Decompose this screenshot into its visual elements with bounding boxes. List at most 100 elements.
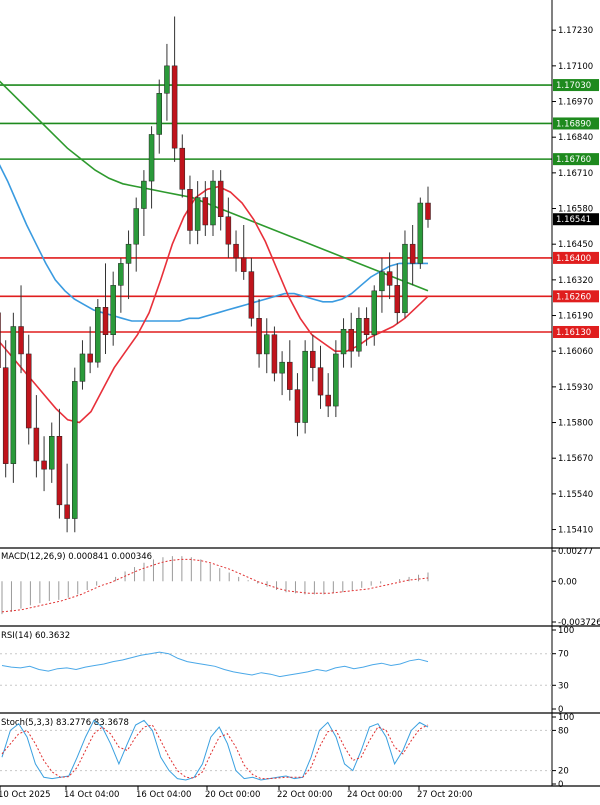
candle-body	[340, 328, 347, 355]
candle-body	[210, 180, 216, 226]
macd-tick-label: -0.003726	[558, 618, 600, 628]
price-tick-label: 1.16840	[558, 133, 593, 143]
time-tick-label: 27 Oct 20:00	[417, 790, 472, 800]
candle-body	[409, 243, 416, 264]
candle-body	[248, 271, 255, 319]
level-label: 1.16760	[556, 155, 591, 165]
time-tick-label: 24 Oct 00:00	[347, 790, 402, 800]
candle-body	[279, 361, 285, 374]
stoch-label: Stoch(5,3,3) 83.2776 83.3678	[1, 718, 129, 728]
candle-body	[217, 180, 224, 218]
candle-body	[348, 328, 354, 352]
level-label-bg	[553, 290, 599, 303]
price-tick-label: 1.16190	[558, 312, 593, 322]
time-tick-label: 14 Oct 04:00	[64, 790, 119, 800]
rsi-tick-label: 30	[558, 681, 569, 691]
candle-body	[425, 202, 431, 220]
level-label-bg	[553, 325, 599, 338]
candle-body	[371, 290, 377, 335]
level-label: 1.16890	[556, 119, 591, 129]
macd-tick-label: 0.00277	[558, 547, 593, 557]
candle-body	[87, 353, 93, 363]
candle-body	[102, 307, 109, 335]
stoch-tick-label: 20	[558, 767, 569, 777]
candle-body	[310, 350, 316, 368]
candle-body	[287, 361, 293, 390]
time-tick-label: 16 Oct 04:00	[136, 790, 191, 800]
stoch-tick-label: 0	[558, 780, 563, 790]
candle-body	[2, 367, 9, 464]
level-label: 1.16400	[556, 254, 591, 264]
candle-body	[417, 202, 424, 264]
candle-body	[164, 65, 170, 94]
stoch-d-line	[1, 724, 429, 780]
price-tick-label: 1.16970	[558, 98, 593, 108]
price-tick-label: 1.17100	[558, 62, 593, 72]
candle-body	[171, 65, 178, 149]
candle-body	[133, 208, 139, 245]
price-tick-label: 1.16710	[558, 169, 593, 179]
price-tick-label: 1.17230	[558, 26, 593, 36]
candle-body	[156, 93, 162, 135]
price-tick-label: 1.15410	[558, 526, 593, 536]
price-tick-label: 1.16060	[558, 347, 593, 357]
price-tick-label: 1.15800	[558, 419, 593, 429]
rsi-tick-label: 70	[558, 650, 569, 660]
candle-body	[394, 285, 401, 314]
candle-body	[95, 307, 101, 363]
time-tick-label: 22 Oct 00:00	[277, 790, 332, 800]
candle-body	[302, 350, 308, 423]
candle-body	[110, 285, 116, 335]
candle-body	[271, 334, 278, 374]
macd-tick-label: 0.00	[558, 577, 577, 587]
stoch-tick-label: 100	[558, 713, 574, 723]
level-label: 1.16260	[556, 292, 591, 302]
price-tick-label: 1.16580	[558, 205, 593, 215]
stoch-tick-label: 80	[558, 726, 569, 736]
candle-body	[49, 436, 55, 470]
level-label: 1.16130	[556, 328, 591, 338]
rsi-label: RSI(14) 60.3632	[1, 631, 70, 641]
candle-body	[256, 318, 262, 355]
candle-body	[41, 460, 47, 470]
candle-body	[225, 216, 232, 245]
price-tick-label: 1.15930	[558, 383, 593, 393]
price-tick-label: 1.16450	[558, 240, 593, 250]
candle-body	[148, 134, 155, 182]
macd-label: MACD(12,26,9) 0.000841 0.000346	[1, 552, 152, 562]
candle-body	[179, 147, 186, 190]
candle-body	[194, 197, 201, 231]
candle-body	[325, 394, 331, 407]
rsi-line	[1, 651, 429, 678]
rsi-tick-label: 100	[558, 626, 574, 636]
time-tick-label: 20 Oct 00:00	[205, 790, 260, 800]
stoch-k-line	[1, 719, 429, 781]
price-tick-label: 1.16320	[558, 276, 593, 286]
candle-body	[386, 271, 393, 286]
candle-body	[294, 389, 301, 423]
candle-body	[72, 381, 78, 519]
candle-body	[233, 243, 239, 259]
rsi-tick-label: 0	[558, 705, 563, 715]
level-label-bg	[553, 117, 599, 130]
candle-body	[118, 263, 124, 286]
candle-body	[0, 312, 1, 368]
candle-body	[79, 353, 86, 382]
ma-blue-line	[0, 164, 428, 322]
candle-body	[402, 243, 408, 314]
candle-body	[317, 367, 324, 396]
level-label-bg	[553, 251, 599, 264]
candle-body	[187, 189, 193, 231]
current-price-bg	[553, 213, 599, 226]
candle-body	[64, 504, 70, 519]
candle-body	[264, 334, 270, 355]
candle-body	[141, 180, 147, 209]
candle-body	[363, 318, 370, 335]
candle-body	[25, 353, 32, 429]
current-price-label: 1.16541	[556, 215, 591, 225]
candle-body	[202, 197, 209, 226]
candle-body	[240, 257, 247, 272]
candle-body	[33, 427, 40, 462]
